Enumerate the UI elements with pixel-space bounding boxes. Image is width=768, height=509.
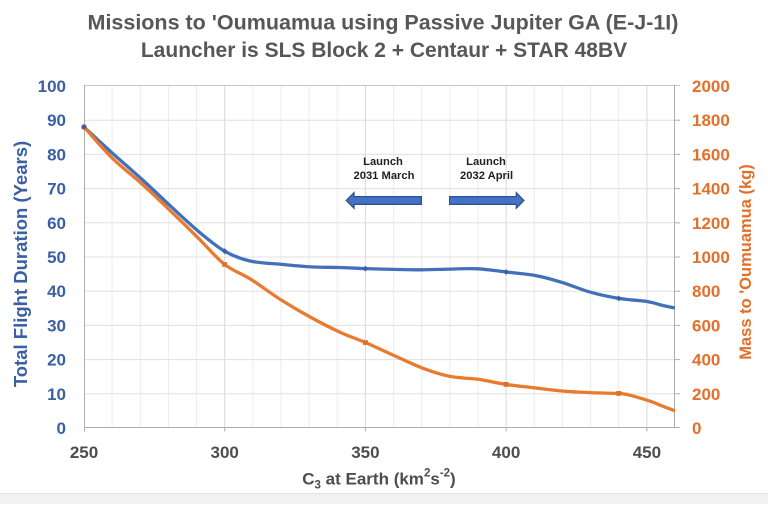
svg-text:1200: 1200 (692, 214, 730, 233)
svg-text:2032 April: 2032 April (460, 170, 513, 182)
svg-text:1400: 1400 (692, 180, 730, 199)
svg-text:1000: 1000 (692, 248, 730, 267)
svg-text:0: 0 (57, 419, 66, 438)
svg-text:350: 350 (351, 443, 379, 462)
svg-text:0: 0 (692, 419, 701, 438)
svg-text:Total Flight Duration (Years): Total Flight Duration (Years) (10, 141, 31, 387)
svg-text:10: 10 (47, 385, 66, 404)
svg-text:90: 90 (47, 111, 66, 130)
svg-text:600: 600 (692, 316, 720, 335)
svg-text:400: 400 (492, 443, 520, 462)
svg-text:20: 20 (47, 351, 66, 370)
svg-text:200: 200 (692, 385, 720, 404)
svg-text:250: 250 (70, 443, 98, 462)
svg-text:2000: 2000 (692, 77, 730, 96)
svg-text:100: 100 (38, 77, 66, 96)
svg-text:300: 300 (211, 443, 239, 462)
svg-text:Launch: Launch (466, 156, 506, 168)
svg-text:2031 March: 2031 March (354, 170, 415, 182)
svg-text:70: 70 (47, 180, 66, 199)
svg-text:400: 400 (692, 351, 720, 370)
svg-text:30: 30 (47, 316, 66, 335)
svg-text:Launch: Launch (363, 156, 403, 168)
svg-text:80: 80 (47, 145, 66, 164)
svg-text:1600: 1600 (692, 145, 730, 164)
svg-text:C3 at Earth (km2s-2): C3 at Earth (km2s-2) (302, 468, 455, 492)
svg-text:1800: 1800 (692, 111, 730, 130)
svg-text:450: 450 (633, 443, 661, 462)
svg-text:40: 40 (47, 282, 66, 301)
svg-text:50: 50 (47, 248, 66, 267)
svg-text:Launcher is SLS Block 2 + Cent: Launcher is SLS Block 2 + Centaur + STAR… (141, 39, 627, 62)
svg-text:60: 60 (47, 214, 66, 233)
svg-text:Missions to 'Oumuamua using Pa: Missions to 'Oumuamua using Passive Jupi… (88, 11, 679, 35)
svg-text:Mass to 'Oumuamua (kg): Mass to 'Oumuamua (kg) (737, 164, 755, 360)
svg-text:800: 800 (692, 282, 720, 301)
